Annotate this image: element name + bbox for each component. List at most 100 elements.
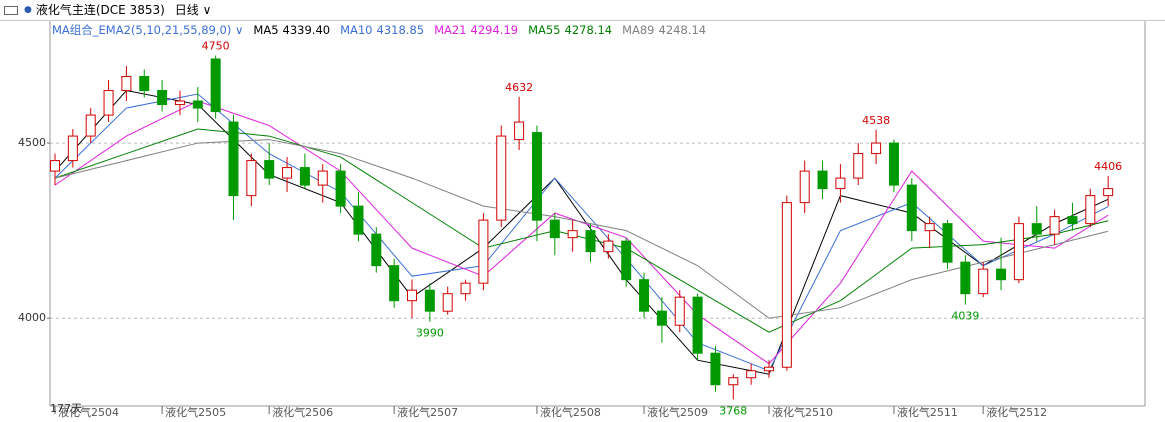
legend-name: MA5 xyxy=(253,23,279,37)
candle-body xyxy=(978,268,989,295)
x-tick-label: 液化气2506 xyxy=(272,405,333,419)
candle-body xyxy=(246,160,257,197)
candle-body xyxy=(85,114,96,137)
candle-body xyxy=(478,219,489,284)
candle-body xyxy=(174,100,185,106)
legend-value: 4248.14 xyxy=(658,23,707,37)
candle-body xyxy=(799,170,810,204)
candle-body xyxy=(764,366,774,372)
chart-title: 液化气主连(DCE 3853) xyxy=(35,3,165,17)
candle-body xyxy=(139,76,150,92)
candle-body xyxy=(835,177,846,190)
legend-name: MA10 xyxy=(340,23,373,37)
candle-body xyxy=(264,160,275,179)
candle-body xyxy=(103,90,114,116)
candle-body xyxy=(192,100,203,109)
legend-name: MA55 xyxy=(528,23,561,37)
y-tick-label: 4000 xyxy=(18,311,46,324)
candle-body xyxy=(746,370,757,379)
legend-value: 4339.40 xyxy=(282,23,331,37)
candle-body xyxy=(407,289,417,302)
legend-value: 4278.14 xyxy=(564,23,613,37)
legend-entry: MA89 4248.14 xyxy=(622,21,706,39)
candle-body xyxy=(906,184,917,232)
candle-body xyxy=(210,58,221,113)
candle-body xyxy=(924,223,935,232)
x-tick-label: 液化气2505 xyxy=(165,405,226,419)
candle-body xyxy=(121,76,132,92)
candle-body xyxy=(50,160,60,172)
x-tick-label: 液化气2504 xyxy=(58,405,119,419)
candle-body xyxy=(710,352,721,386)
bullet: ● xyxy=(24,5,32,15)
candle-body xyxy=(817,170,828,190)
candle-body xyxy=(781,202,792,368)
period-selector[interactable]: 日线 ∨ xyxy=(175,0,212,20)
span-label: 177天 xyxy=(50,402,82,415)
candle-body xyxy=(728,377,739,386)
x-tick-label: 液化气2511 xyxy=(897,405,958,419)
candle-body xyxy=(853,153,864,179)
candle-body xyxy=(639,279,650,312)
period: 日线 xyxy=(174,3,199,17)
candle-body xyxy=(871,142,882,155)
legend-name: MA89 xyxy=(622,23,655,37)
candle-body xyxy=(389,265,400,302)
candle-body xyxy=(442,293,453,312)
candle-body xyxy=(996,268,1007,281)
candle-body xyxy=(353,205,364,235)
x-tick-label: 液化气2508 xyxy=(540,405,601,419)
candle-body xyxy=(460,282,471,295)
candle-body xyxy=(1103,188,1114,197)
y-tick-label: 4500 xyxy=(18,136,46,149)
extreme-label: 4406 xyxy=(1094,160,1122,173)
candle-body xyxy=(1085,195,1096,225)
header-bar: ● 液化气主连(DCE 3853) 日线 ∨ xyxy=(0,0,1165,21)
indicator-name: MA组合_EMA2(5,10,21,55,89,0) xyxy=(52,23,232,37)
candle-body xyxy=(514,121,525,141)
candle-body xyxy=(549,219,560,239)
legend-name: MA21 xyxy=(434,23,467,37)
candle-body xyxy=(1067,216,1078,225)
legend: MA组合_EMA2(5,10,21,55,89,0) ∨ MA5 4339.40 M… xyxy=(52,21,706,39)
candle-body xyxy=(888,142,899,186)
legend-entry: MA10 4318.85 xyxy=(340,21,424,39)
extreme-label: 4538 xyxy=(862,114,890,127)
candle-body xyxy=(317,170,328,186)
x-tick-label: 液化气2509 xyxy=(647,405,708,419)
legend-value: 4318.85 xyxy=(376,23,425,37)
candle-body xyxy=(424,289,435,312)
candle-body xyxy=(67,135,78,162)
legend-entry: MA5 4339.40 xyxy=(253,21,330,39)
candle-body xyxy=(228,121,239,197)
indicator-selector[interactable]: MA组合_EMA2(5,10,21,55,89,0) ∨ xyxy=(52,23,244,37)
candle-body xyxy=(603,240,614,253)
candle-body xyxy=(567,230,578,239)
candle-body xyxy=(656,310,667,326)
candle-body xyxy=(674,296,685,326)
candle-body xyxy=(496,135,507,221)
candle-body xyxy=(1049,216,1060,235)
x-tick-label: 液化气2510 xyxy=(772,405,833,419)
candle-body xyxy=(585,230,596,253)
extreme-label: 3990 xyxy=(416,327,444,340)
candle-body xyxy=(299,167,310,186)
candle-body xyxy=(1013,223,1024,281)
extreme-label: 4039 xyxy=(951,310,979,323)
extreme-label: 4750 xyxy=(202,40,230,53)
legend-entry: MA21 4294.19 xyxy=(434,21,518,39)
extreme-label: 3768 xyxy=(719,404,747,417)
candle-body xyxy=(371,233,382,267)
candle-body xyxy=(621,240,632,281)
legend-value: 4294.19 xyxy=(470,23,519,37)
x-tick-label: 液化气2507 xyxy=(397,405,458,419)
candle-body xyxy=(692,296,703,354)
window-icon[interactable] xyxy=(4,5,18,15)
legend-entry: MA55 4278.14 xyxy=(528,21,612,39)
candle-body xyxy=(531,132,542,221)
candle-body xyxy=(942,223,953,263)
extreme-label: 4632 xyxy=(505,81,533,94)
candle-body xyxy=(960,261,971,295)
